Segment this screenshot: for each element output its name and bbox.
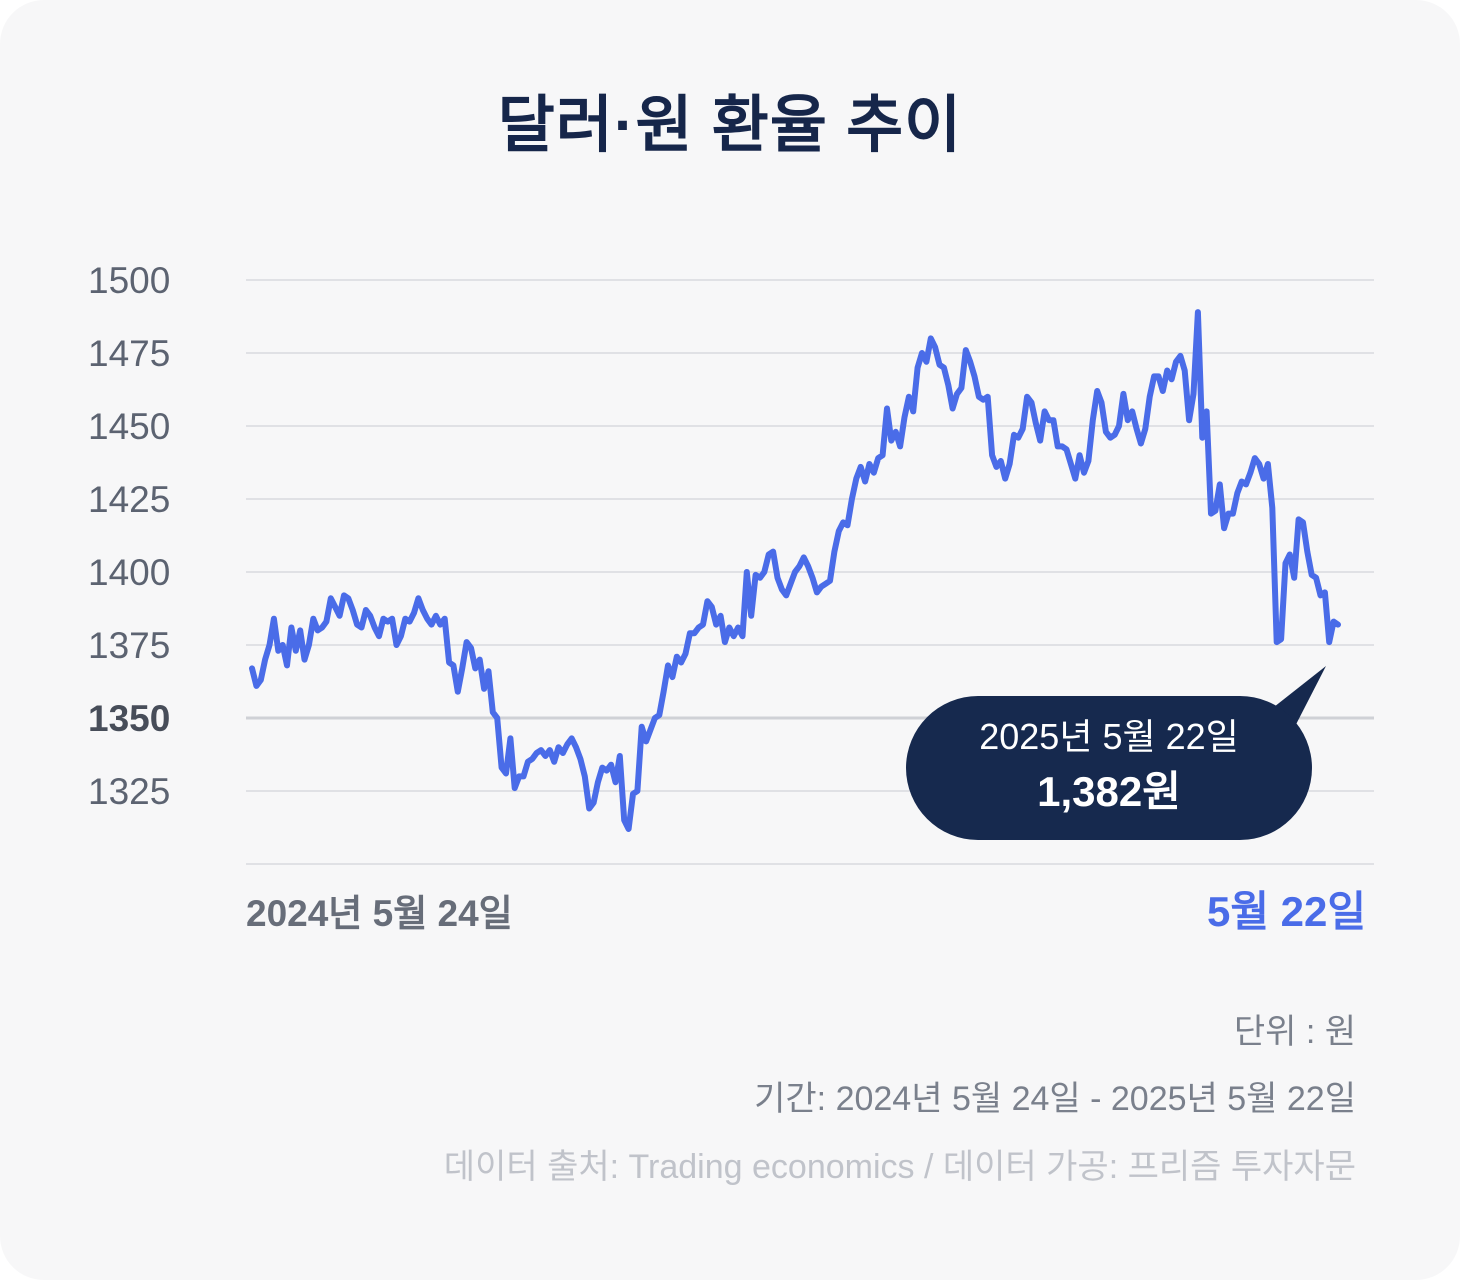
y-axis-tick-labels: 1500 1475 1450 1425 1400 1375 1350 1325 (88, 260, 170, 812)
chart-title: 달러·원 환율 추이 (497, 91, 963, 160)
y-tick-label: 1475 (88, 333, 170, 374)
x-axis-start-label: 2024년 5월 24일 (246, 893, 513, 934)
series-layer (249, 309, 1341, 832)
exchange-rate-series-line (249, 309, 1341, 832)
callout-value: 1,382원 (1037, 768, 1181, 815)
gridlines (246, 279, 1374, 865)
y-tick-label: 1450 (88, 406, 170, 447)
period-note: 기간: 2024년 5월 24일 - 2025년 5월 22일 (754, 1080, 1356, 1118)
x-axis-end-label: 5월 22일 (1206, 888, 1366, 935)
callout-date: 2025년 5월 22일 (979, 716, 1239, 757)
latest-value-callout: 2025년 5월 22일 1,382원 (906, 696, 1312, 840)
y-tick-label: 1325 (88, 771, 170, 812)
y-tick-label: 1500 (88, 260, 170, 301)
unit-note: 단위 : 원 (1233, 1013, 1356, 1051)
y-tick-label: 1375 (88, 625, 170, 666)
source-note: 데이터 출처: Trading economics / 데이터 가공: 프리즘 … (443, 1148, 1356, 1186)
y-tick-label: 1400 (88, 552, 170, 593)
y-tick-label: 1425 (88, 479, 170, 520)
y-tick-label: 1350 (88, 698, 170, 739)
